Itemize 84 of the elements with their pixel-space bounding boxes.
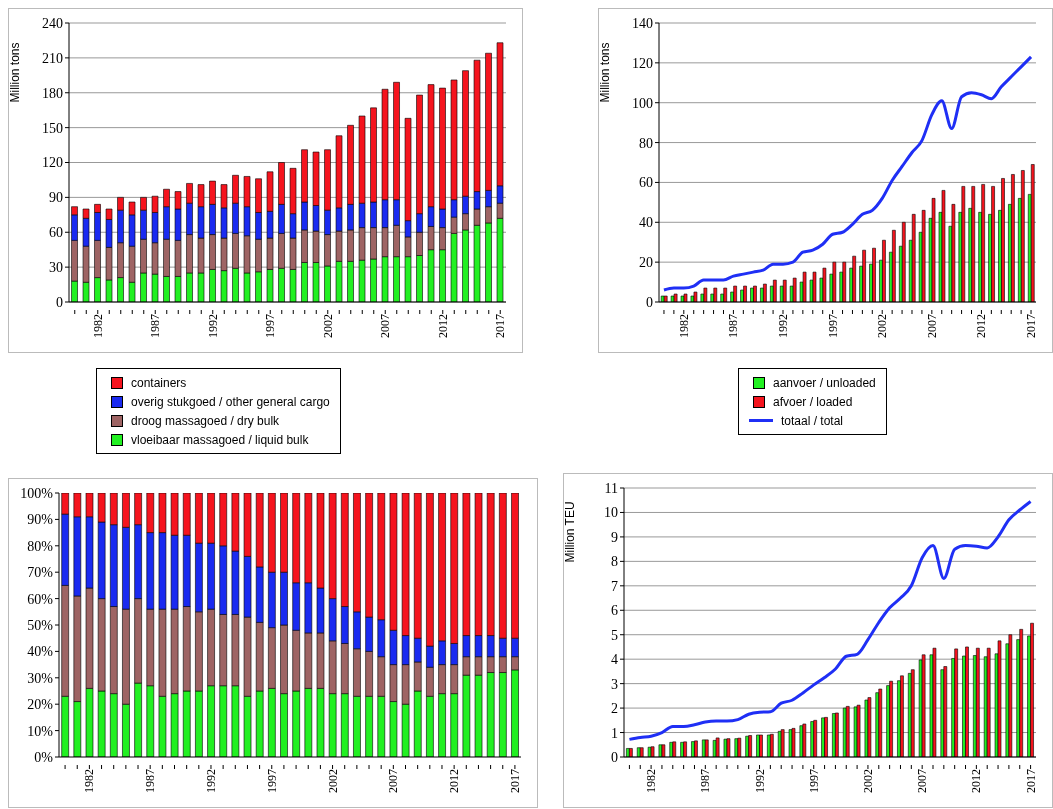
y-tick-label: 4 (611, 652, 618, 668)
x-tick-label: 2002 (320, 314, 335, 338)
y-tick-label: 3 (611, 676, 618, 692)
y-tick-label: 60 (49, 225, 63, 241)
y-tick-label: 70% (27, 565, 54, 581)
x-tick-label: 2002 (860, 769, 875, 793)
y-axis-title: Million tons (8, 42, 23, 103)
legend-label: afvoer / loaded (773, 394, 853, 409)
y-tick-label: 50% (27, 617, 54, 633)
legend-label: overig stukgoed / other general cargo (131, 394, 330, 409)
x-tick-label: 1997 (264, 769, 279, 793)
y-tick-label: 2 (611, 701, 618, 717)
y-tick-label: 180 (42, 85, 63, 101)
y-tick-label: 40 (639, 215, 653, 231)
y-tick-label: 20% (27, 697, 54, 713)
x-tick-label: 1987 (726, 314, 741, 338)
x-tick-label: 1997 (263, 314, 278, 338)
legend-label: aanvoer / unloaded (773, 375, 876, 390)
x-tick-label: 1987 (143, 769, 158, 793)
y-tick-label: 60 (639, 175, 653, 191)
y-tick-label: 8 (611, 554, 618, 570)
line-series (662, 55, 1033, 292)
legend-label: totaal / total (781, 413, 844, 428)
y-tick-label: 20 (639, 255, 653, 271)
y-axis-title: Million tons (598, 42, 613, 103)
legend-label: containers (131, 375, 187, 390)
x-tick-label: 2017 (493, 314, 508, 338)
x-tick-label: 2012 (974, 314, 989, 338)
legend-label: vloeibaar massagoed / liquid bulk (131, 432, 309, 447)
y-tick-label: 0 (646, 294, 653, 310)
y-tick-label: 90% (27, 512, 54, 528)
y-tick-label: 120 (632, 55, 653, 71)
x-tick-label: 2007 (386, 769, 401, 793)
y-tick-label: 90 (49, 190, 63, 206)
x-tick-label: 1997 (806, 769, 821, 793)
x-tick-label: 1992 (205, 314, 220, 338)
y-tick-label: 5 (611, 627, 618, 643)
y-tick-label: 210 (42, 50, 63, 66)
x-tick-label: 2012 (969, 769, 984, 793)
y-tick-label: 140 (632, 15, 653, 31)
y-tick-label: 100% (20, 485, 54, 501)
x-tick-label: 1992 (203, 769, 218, 793)
x-tick-label: 2007 (915, 769, 930, 793)
y-tick-label: 10% (27, 723, 54, 739)
y-tick-label: 30 (49, 260, 63, 276)
x-tick-label: 1982 (676, 314, 691, 338)
x-tick-label: 1982 (644, 769, 659, 793)
y-tick-label: 40% (27, 644, 54, 660)
x-tick-label: 2017 (1024, 314, 1039, 338)
x-tick-label: 1992 (752, 769, 767, 793)
y-tick-label: 100 (632, 95, 653, 111)
y-tick-label: 9 (611, 529, 618, 545)
y-tick-label: 7 (611, 578, 618, 594)
y-tick-label: 60% (27, 591, 54, 607)
y-tick-label: 240 (42, 15, 63, 31)
x-tick-label: 1982 (90, 314, 105, 338)
x-tick-label: 2007 (924, 314, 939, 338)
y-tick-label: 150 (42, 120, 63, 136)
y-tick-label: 10 (604, 505, 618, 521)
x-tick-label: 2002 (325, 769, 340, 793)
y-tick-label: 30% (27, 670, 54, 686)
y-tick-label: 11 (604, 480, 618, 496)
y-tick-label: 80% (27, 538, 54, 554)
y-tick-label: 6 (611, 603, 618, 619)
y-tick-label: 0% (34, 749, 54, 765)
y-tick-label: 0 (611, 749, 618, 765)
x-tick-label: 2007 (378, 314, 393, 338)
line-series (627, 499, 1033, 741)
y-tick-label: 80 (639, 135, 653, 151)
x-tick-label: 1987 (148, 314, 163, 338)
x-tick-label: 1987 (698, 769, 713, 793)
x-tick-label: 1982 (82, 769, 97, 793)
y-axis-title: Million TEU (563, 501, 578, 563)
y-tick-label: 120 (42, 155, 63, 171)
x-tick-label: 1992 (776, 314, 791, 338)
y-tick-label: 1 (611, 725, 618, 741)
y-tick-label: 0 (56, 294, 63, 310)
x-tick-label: 2012 (435, 314, 450, 338)
x-tick-label: 1997 (825, 314, 840, 338)
x-tick-label: 2017 (1023, 769, 1038, 793)
x-tick-label: 2002 (875, 314, 890, 338)
x-tick-label: 2017 (507, 769, 522, 793)
x-tick-label: 2012 (447, 769, 462, 793)
legend-label: droog massagoed / dry bulk (131, 413, 280, 428)
